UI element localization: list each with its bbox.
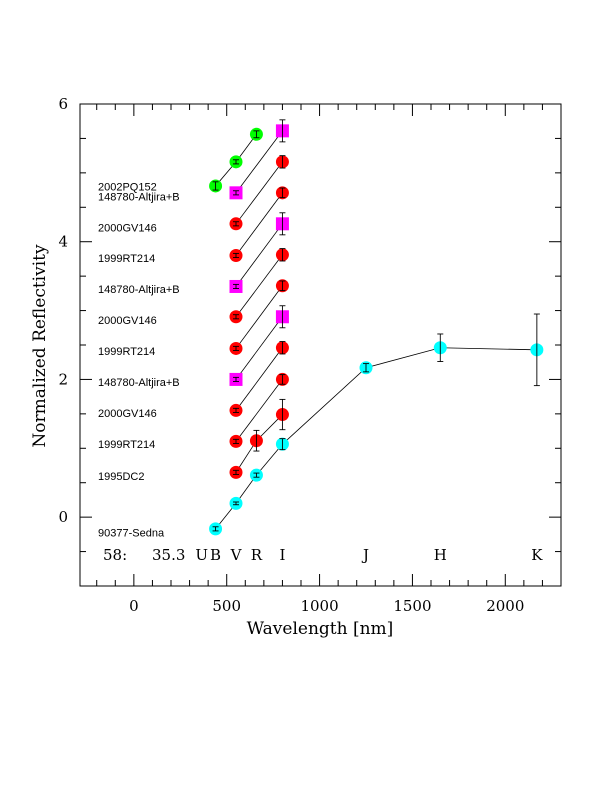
y-tick-label: 0 [58,508,68,526]
y-axis-label: Normalized Reflectivity [30,244,50,448]
series-label: 1999RT214 [98,346,155,358]
series-label: 2000GV146 [98,315,157,327]
x-tick-label: 1500 [393,597,431,615]
series-line [235,192,283,256]
band-label-I: I [279,546,285,564]
series-label: 1999RT214 [98,439,155,451]
series-line [235,161,283,225]
band-label-U: U [195,546,208,564]
corner-value: 35.3 [152,546,185,564]
series-line [235,347,283,411]
series-label: 148780-Altjira+B [98,377,180,389]
series-label: 1995DC2 [98,471,144,483]
series-label: 148780-Altjira+B [98,284,180,296]
series-label: 1999RT214 [98,253,155,265]
corner-label: 58: [103,546,127,564]
band-label-B: B [210,546,221,564]
band-label-K: K [531,546,543,564]
series-label: 2002PQ152 [98,182,157,194]
series-line [235,379,283,442]
x-tick-label: 0 [129,597,139,615]
series-line [235,254,283,318]
band-label-J: J [361,546,369,564]
band-label-R: R [251,546,263,564]
series-line [235,316,283,380]
x-tick-label: 1000 [300,597,338,615]
series-label: 90377-Sedna [98,527,165,539]
series-line [235,223,283,287]
series-line [215,347,537,530]
series-label: 2000GV146 [98,408,157,420]
y-tick-label: 4 [58,233,68,251]
x-tick-label: 500 [212,597,241,615]
x-tick-label: 2000 [486,597,524,615]
x-axis-label: Wavelength [nm] [247,619,394,639]
series-label: 148780-Altjira+B [98,191,180,203]
series-line [235,130,283,194]
band-label-V: V [230,546,243,564]
series-line [235,285,283,349]
series-label: 2000GV146 [98,222,157,234]
plot-frame [79,103,562,587]
band-label-H: H [434,546,447,564]
y-tick-label: 6 [58,95,68,113]
y-tick-label: 2 [58,370,68,388]
